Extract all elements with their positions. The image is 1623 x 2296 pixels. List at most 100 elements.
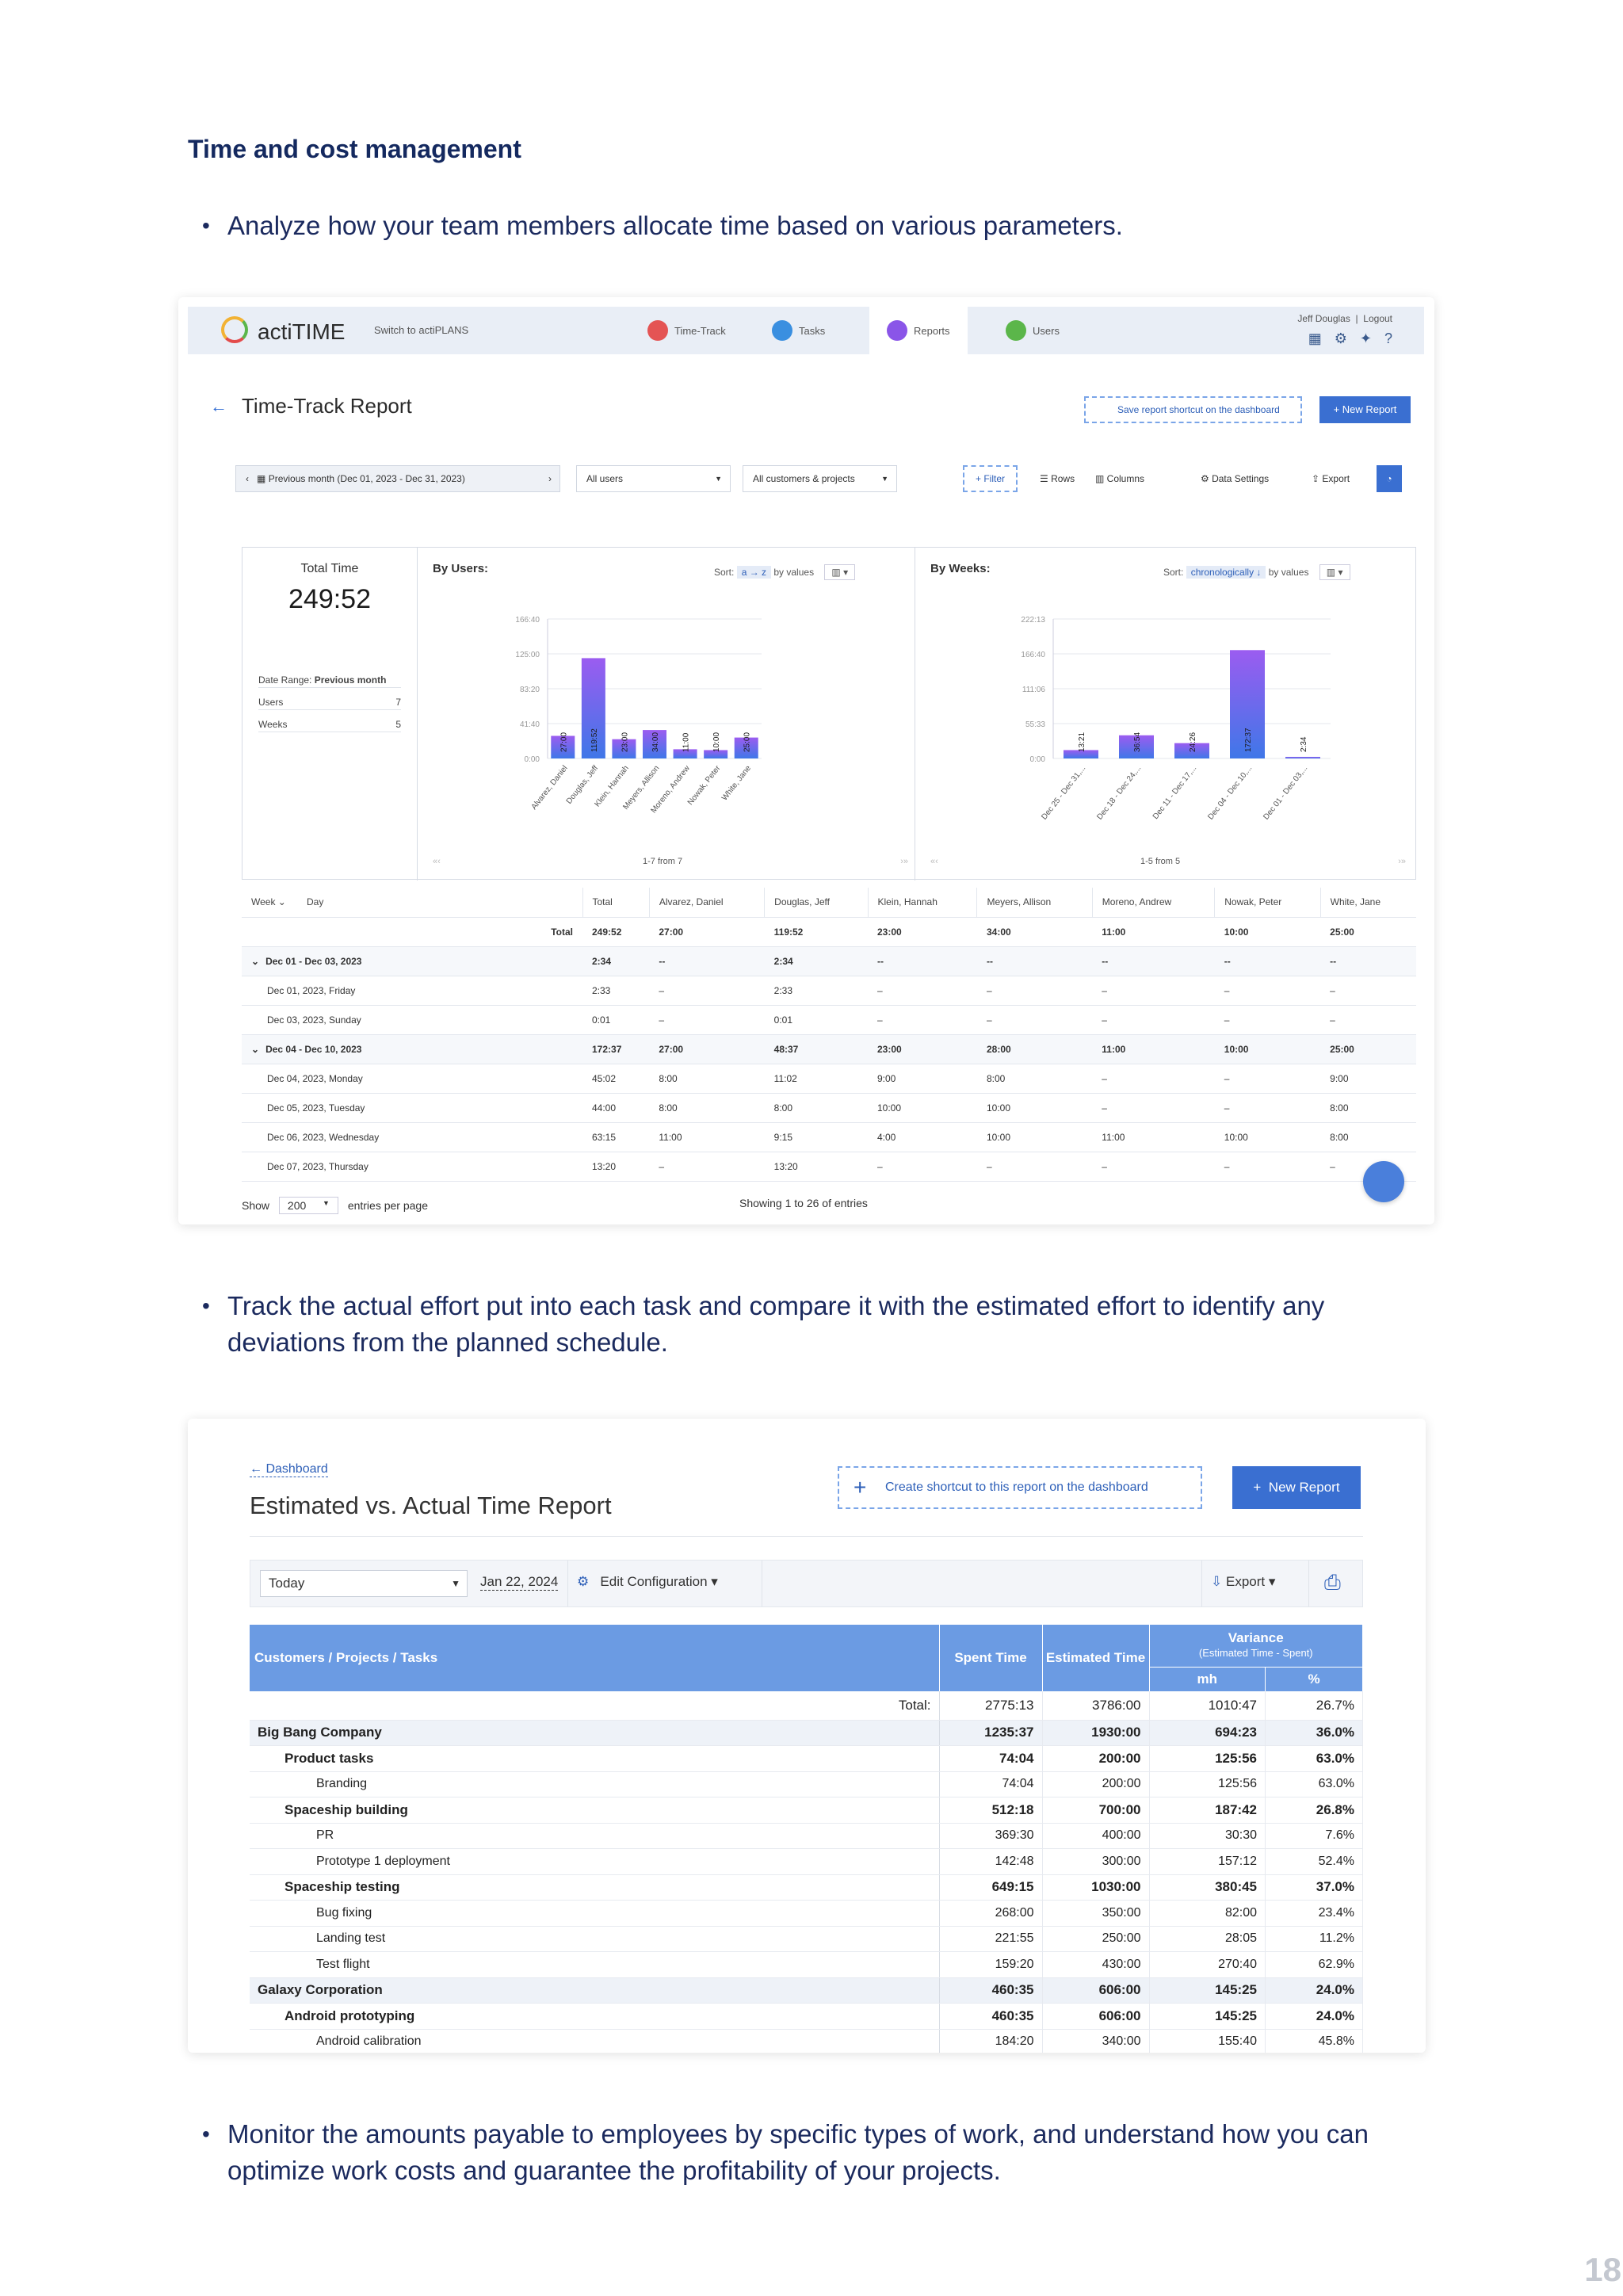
chevron-right-icon[interactable]: ›: [548, 473, 552, 484]
table-cell: 25:00: [1320, 1034, 1416, 1064]
chevron-down-icon[interactable]: ⌄: [251, 1043, 260, 1055]
bar[interactable]: [1064, 750, 1098, 758]
row-name: Big Bang Company: [250, 1720, 940, 1746]
switch-to-actiplans-link[interactable]: Switch to actiPLANS: [374, 324, 469, 336]
row-label: Dec 06, 2023, Wednesday: [267, 1131, 380, 1143]
puzzle-icon[interactable]: ✦: [1359, 330, 1372, 346]
column-header-user[interactable]: Klein, Hannah: [867, 888, 977, 918]
bar[interactable]: [581, 658, 605, 758]
by-weeks-sort[interactable]: Sort: chronologically ↓ by values ▥ ▾: [1163, 564, 1350, 580]
create-shortcut-button[interactable]: + Create shortcut to this report on the …: [838, 1466, 1202, 1509]
user-name[interactable]: Jeff Douglas: [1297, 313, 1350, 324]
bar[interactable]: [1174, 743, 1209, 758]
customer-row[interactable]: Big Bang Company 1235:37 1930:00 694:23 36.0…: [250, 1720, 1363, 1746]
back-arrow-icon[interactable]: ←: [210, 396, 227, 416]
nav-reports[interactable]: Reports: [869, 307, 968, 354]
nav-tasks[interactable]: Tasks: [754, 307, 842, 354]
bar[interactable]: [1230, 650, 1265, 758]
column-header-user[interactable]: Nowak, Peter: [1214, 888, 1321, 918]
project-row[interactable]: Spaceship building 512:18 700:00 187:42 26.8…: [250, 1797, 1363, 1824]
sort-by-values[interactable]: by values: [773, 567, 815, 578]
export-button[interactable]: ⇪ Export: [1312, 473, 1350, 484]
column-header-estimated[interactable]: Estimated Time: [1042, 1625, 1150, 1691]
project-row[interactable]: Product tasks 74:04 200:00 125:56 63.0%: [250, 1745, 1363, 1772]
column-header-user[interactable]: Moreno, Andrew: [1091, 888, 1215, 918]
table-cell: 9:00: [868, 1064, 977, 1094]
nav-users[interactable]: Users: [988, 307, 1077, 354]
table-cell: 7.6%: [1265, 1823, 1363, 1849]
users-dropdown[interactable]: All users ▼: [576, 465, 731, 492]
chart-type-icon[interactable]: ▥ ▾: [824, 564, 856, 580]
column-header-day[interactable]: Day: [297, 888, 582, 918]
rows-button[interactable]: ☰ Rows: [1040, 473, 1075, 484]
edit-configuration-button[interactable]: ⚙ Edit Configuration ▾: [577, 1574, 718, 1589]
new-report-button[interactable]: + New Report: [1319, 396, 1411, 423]
task-row[interactable]: Android calibration 184:20 340:00 155:40 45.…: [250, 2029, 1363, 2053]
dashboard-link[interactable]: ← Dashboard: [250, 1462, 328, 1477]
pager-first-icon[interactable]: «‹: [433, 857, 441, 866]
bar[interactable]: [734, 737, 758, 758]
per-page-select[interactable]: 200 ▼: [278, 1197, 338, 1214]
logout-link[interactable]: Logout: [1363, 313, 1392, 324]
save-shortcut-button[interactable]: Save report shortcut on the dashboard: [1084, 396, 1302, 423]
chevron-down-icon[interactable]: ⌄: [251, 955, 260, 967]
column-header-name[interactable]: Customers / Projects / Tasks: [250, 1625, 940, 1691]
bar[interactable]: [551, 735, 575, 758]
task-row[interactable]: Test flight 159:20 430:00 270:40 62.9%: [250, 1951, 1363, 1978]
sort-value[interactable]: a → z: [736, 566, 772, 579]
pager-next-icon[interactable]: ›»: [1398, 857, 1406, 866]
toolbar-icons: ▦ ⚙ ✦ ?: [1308, 330, 1392, 347]
bar[interactable]: [1285, 756, 1320, 758]
column-header-user[interactable]: Meyers, Allison: [976, 888, 1093, 918]
help-icon[interactable]: ?: [1384, 330, 1392, 346]
column-header-user[interactable]: Alvarez, Daniel: [648, 888, 765, 918]
period-select[interactable]: Today ▼: [260, 1570, 468, 1597]
week-group-row[interactable]: ⌄ Dec 01 - Dec 03, 2023 2:34 -- 2:34 -- -- -- --…: [242, 946, 1416, 976]
task-row[interactable]: Prototype 1 deployment 142:48 300:00 157:12…: [250, 1848, 1363, 1875]
chart-type-icon[interactable]: ▥ ▾: [1319, 564, 1350, 580]
chevron-left-icon[interactable]: ‹: [246, 473, 249, 484]
column-header-total[interactable]: Total: [582, 888, 650, 918]
column-header-week[interactable]: Week ⌄: [242, 888, 297, 918]
by-users-sort[interactable]: Sort: a → z by values ▥ ▾: [714, 564, 856, 580]
period-selector[interactable]: ‹ ▦ Previous month (Dec 01, 2023 - Dec 3…: [235, 465, 560, 492]
sort-by-values[interactable]: by values: [1268, 567, 1309, 578]
date-picker[interactable]: Jan 22, 2024: [480, 1574, 559, 1591]
sort-value[interactable]: chronologically ↓: [1186, 566, 1266, 579]
new-report-button[interactable]: + New Report: [1232, 1466, 1361, 1509]
column-header-pct[interactable]: %: [1265, 1666, 1363, 1691]
chat-icon[interactable]: [1363, 1161, 1404, 1202]
bar[interactable]: [1119, 735, 1154, 758]
bar[interactable]: [643, 730, 666, 758]
gear-icon[interactable]: ⚙: [1334, 330, 1347, 346]
bar[interactable]: [704, 750, 728, 758]
data-settings-button[interactable]: ⚙ Data Settings: [1201, 473, 1270, 484]
column-header-mh[interactable]: mh: [1149, 1666, 1266, 1691]
task-row[interactable]: Bug fixing 268:00 350:00 82:00 23.4%: [250, 1900, 1363, 1927]
export-button[interactable]: ⇩ Export ▾: [1211, 1574, 1276, 1589]
customers-dropdown[interactable]: All customers & projects ▼: [743, 465, 897, 492]
column-header-user[interactable]: Douglas, Jeff: [764, 888, 868, 918]
table-subheader-row: mh %: [250, 1666, 1363, 1691]
filter-button[interactable]: + Filter: [963, 465, 1018, 492]
column-header-variance[interactable]: Variance (Estimated Time - Spent): [1149, 1625, 1363, 1668]
task-row[interactable]: PR 369:30 400:00 30:30 7.6%: [250, 1823, 1363, 1849]
column-header-spent[interactable]: Spent Time: [939, 1625, 1043, 1691]
task-row[interactable]: Branding 74:04 200:00 125:56 63.0%: [250, 1771, 1363, 1797]
pager-first-icon[interactable]: «‹: [930, 857, 938, 866]
columns-button[interactable]: ▥ Columns: [1095, 473, 1145, 484]
bar[interactable]: [612, 739, 636, 758]
task-row[interactable]: Landing test 221:55 250:00 28:05 11.2%: [250, 1926, 1363, 1952]
pager-next-icon[interactable]: ›»: [900, 857, 908, 866]
project-row[interactable]: Spaceship testing 649:15 1030:00 380:45 37.0…: [250, 1874, 1363, 1901]
week-group-row[interactable]: ⌄ Dec 04 - Dec 10, 2023 172:37 27:00 48:37 23…: [242, 1034, 1416, 1064]
nav-time-track[interactable]: Time-Track: [630, 307, 743, 354]
customer-row[interactable]: Galaxy Corporation 460:35 606:00 145:25 24.0…: [250, 1977, 1363, 2004]
chart-toggle-icon[interactable]: ◔: [1377, 465, 1402, 492]
table-cell: 11.2%: [1265, 1926, 1363, 1952]
print-icon[interactable]: ⎙: [1324, 1570, 1341, 1594]
bar[interactable]: [673, 749, 697, 758]
calendar-icon[interactable]: ▦: [1308, 330, 1322, 346]
project-row[interactable]: Android prototyping 460:35 606:00 145:25 24.…: [250, 2003, 1363, 2030]
column-header-user[interactable]: White, Jane: [1319, 888, 1416, 918]
